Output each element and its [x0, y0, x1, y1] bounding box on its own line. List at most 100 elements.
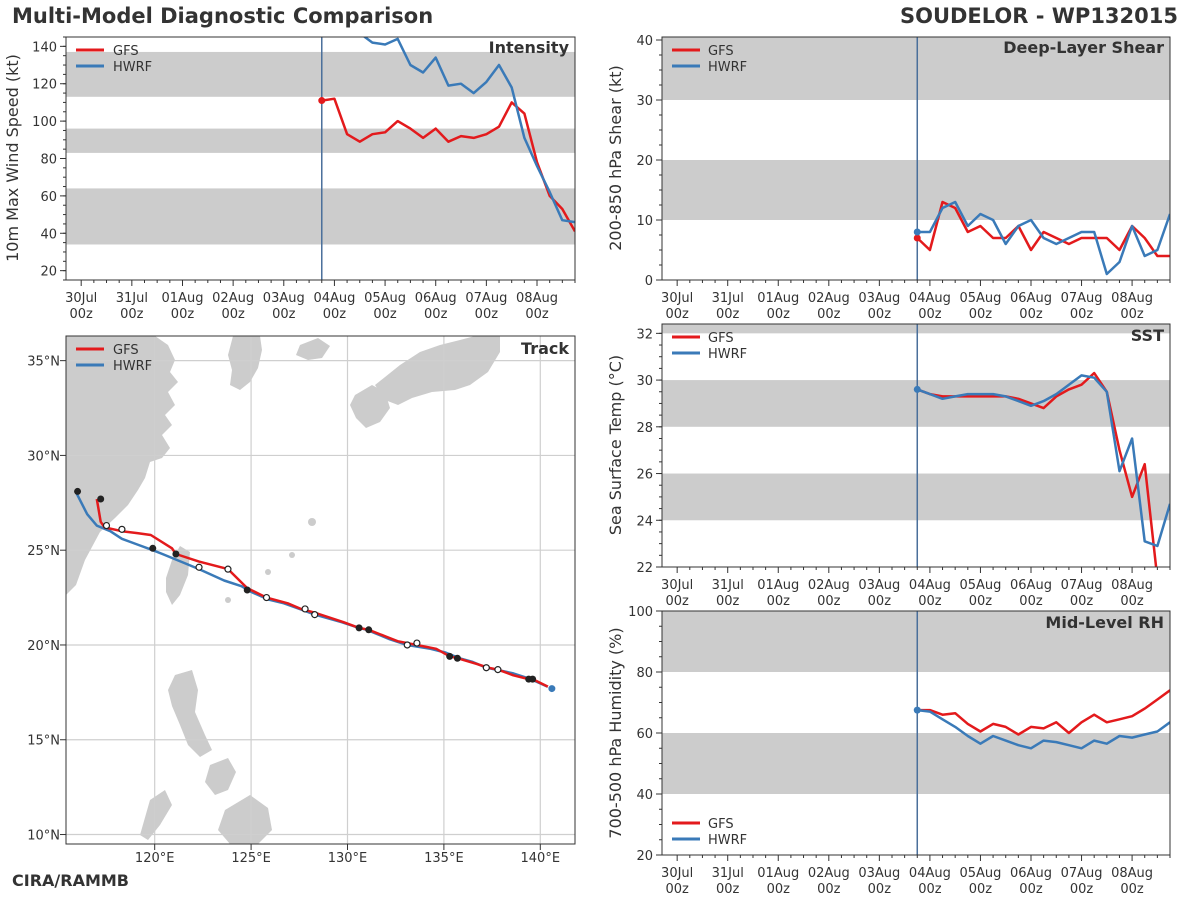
shear-initial-point: [913, 228, 921, 236]
shear-legend: GFS HWRF: [672, 44, 747, 75]
sst-ylabel: Sea Surface Temp (°C): [606, 355, 625, 535]
shear-frame: [661, 36, 1171, 281]
shear-xtick-date: 04Aug: [909, 291, 951, 306]
legend-hwrf-label: HWRF: [708, 833, 747, 848]
sst-ytick-label: 26: [636, 468, 653, 483]
intensity-xtick-date: 07Aug: [465, 291, 507, 306]
rh-xtick-date: 06Aug: [1010, 866, 1052, 881]
china-coast-land: [66, 336, 178, 595]
sst-xtick-hour: 00z: [716, 594, 740, 609]
intensity-shaded-band: [66, 128, 575, 153]
sst-xtick-hour: 00z: [1120, 594, 1144, 609]
track-position-marker: [413, 639, 421, 647]
sst-ytick-label: 22: [636, 561, 653, 576]
track-xtick-label: 140°E: [521, 851, 561, 866]
shear-xtick-hour: 00z: [817, 307, 841, 322]
shear-xtick-date: 01Aug: [757, 291, 799, 306]
track-xtick-label: 135°E: [424, 851, 464, 866]
rh-ylabel: 700-500 hPa Humidity (%): [606, 627, 625, 838]
sst-xtick-hour: 00z: [1019, 594, 1043, 609]
track-position-marker: [262, 593, 271, 602]
shear-xtick-hour: 00z: [1120, 307, 1144, 322]
track-ytick-label: 10°N: [27, 829, 60, 844]
track-position-marker: [172, 550, 180, 558]
track-ytick-label: 35°N: [27, 355, 60, 370]
sst-ytick-label: 32: [636, 327, 653, 342]
sst-xtick-hour: 00z: [817, 594, 841, 609]
shear-xtick-date: 06Aug: [1010, 291, 1052, 306]
track-xtick-label: 120°E: [135, 851, 175, 866]
shear-ytick-label: 20: [636, 154, 653, 169]
intensity-legend: GFS HWRF: [76, 44, 152, 75]
shear-hwrf-line: [917, 200, 1170, 276]
sst-hwrf-line: [916, 374, 1170, 548]
rh-xtick-hour: 00z: [767, 882, 791, 897]
intensity-xtick-date: 06Aug: [415, 291, 457, 306]
sst-xtick-date: 07Aug: [1061, 578, 1103, 593]
legend-gfs-label: GFS: [113, 44, 139, 59]
rh-xtick-hour: 00z: [868, 882, 892, 897]
track-frame: [65, 335, 576, 845]
track-xtick-label: 130°E: [328, 851, 368, 866]
sst-xtick-hour: 00z: [665, 594, 689, 609]
island-land: [289, 552, 295, 558]
shear-xtick-hour: 00z: [716, 307, 740, 322]
rh-xtick-hour: 00z: [918, 882, 942, 897]
rh-xtick-date: 04Aug: [909, 866, 951, 881]
rh-xtick-date: 02Aug: [808, 866, 850, 881]
sst-plot-area: [662, 324, 1170, 567]
shear-xtick-hour: 00z: [868, 307, 892, 322]
legend-hwrf-label: HWRF: [113, 359, 152, 374]
rh-hwrf-line: [917, 708, 1170, 750]
track-position-marker: [446, 652, 454, 660]
sst-xtick-hour: 00z: [767, 594, 791, 609]
intensity-xtick-hour: 00z: [323, 307, 347, 322]
intensity-xtick-date: 30Jul: [65, 291, 97, 306]
track-position-marker: [494, 666, 502, 674]
shear-xtick-hour: 00z: [1070, 307, 1094, 322]
island-land: [225, 597, 231, 603]
island-land: [265, 569, 271, 575]
track-title: Track: [521, 339, 569, 358]
sst-xtick-hour: 00z: [918, 594, 942, 609]
rh-ytick-label: 20: [636, 849, 653, 864]
shear-xtick-hour: 00z: [969, 307, 993, 322]
sst-legend: GFS HWRF: [672, 331, 747, 362]
philippines-land: [140, 790, 172, 840]
shear-xtick-date: 02Aug: [808, 291, 850, 306]
island-land: [308, 518, 316, 526]
shear-xtick-date: 05Aug: [959, 291, 1001, 306]
shear-ytick-label: 10: [636, 214, 653, 229]
track-position-marker: [355, 624, 363, 632]
track-position-marker: [97, 495, 105, 503]
track-initial-position: [547, 684, 557, 694]
korea-peninsula-land: [228, 336, 262, 390]
philippines-land: [168, 670, 212, 757]
intensity-xtick-date: 02Aug: [212, 291, 254, 306]
intensity-shaded-band: [66, 51, 575, 97]
intensity-shaded-band: [66, 188, 575, 245]
intensity-initial-point: [318, 97, 326, 105]
rh-ytick-label: 80: [636, 666, 653, 681]
intensity-xtick-date: 01Aug: [162, 291, 204, 306]
shear-ytick-label: 30: [636, 94, 653, 109]
philippines-land: [218, 795, 272, 844]
sst-xtick-hour: 00z: [1070, 594, 1094, 609]
intensity-xtick-hour: 00z: [272, 307, 296, 322]
shear-title: Deep-Layer Shear: [1003, 38, 1164, 57]
shear-xtick-date: 07Aug: [1061, 291, 1103, 306]
track-position-marker: [118, 525, 126, 533]
japan-land: [375, 336, 500, 405]
philippines-land: [205, 758, 236, 795]
track-position-marker: [224, 565, 232, 573]
track-panel: 10°N 15°N 20°N 25°N 30°N 35°N 120°E 125°E 130°E…: [27, 335, 576, 866]
rh-title: Mid-Level RH: [1045, 613, 1164, 632]
rh-xtick-hour: 00z: [1120, 882, 1144, 897]
sst-xtick-date: 31Jul: [712, 578, 744, 593]
rh-gfs-line: [917, 689, 1170, 736]
sst-xtick-hour: 00z: [969, 594, 993, 609]
track-position-marker: [453, 654, 461, 662]
shear-ytick-label: 0: [645, 274, 653, 289]
track-xtick-label: 125°E: [231, 851, 271, 866]
